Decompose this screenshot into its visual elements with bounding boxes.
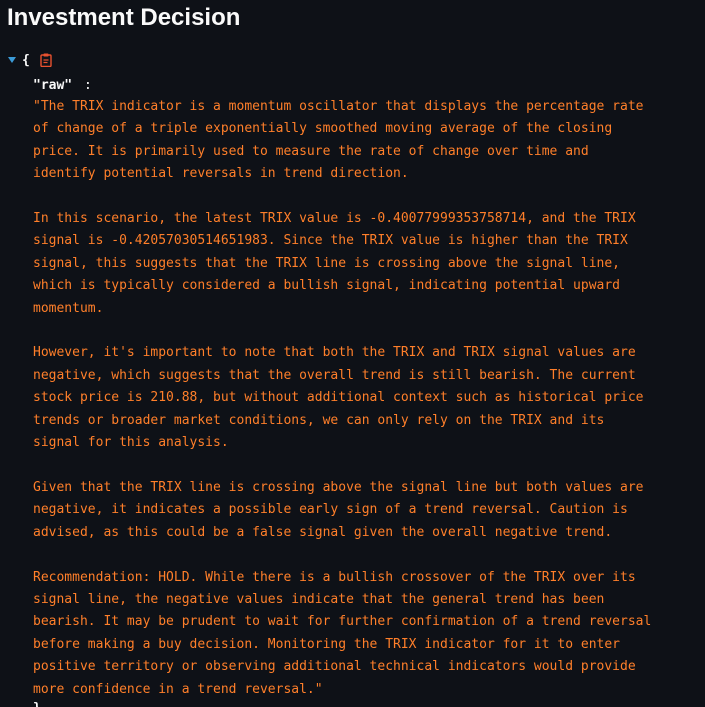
caret-down-icon[interactable] (8, 57, 16, 63)
json-key-raw: "raw" (33, 78, 73, 93)
page-title: Investment Decision (7, 4, 241, 31)
open-brace: { (22, 52, 30, 68)
close-brace: } (33, 702, 41, 707)
clipboard-icon[interactable] (40, 53, 52, 68)
json-colon: : (83, 78, 92, 93)
json-key-line: "raw" : (33, 77, 92, 95)
json-string-value: "The TRIX indicator is a momentum oscill… (33, 99, 652, 697)
json-toolbar: { (8, 50, 52, 70)
